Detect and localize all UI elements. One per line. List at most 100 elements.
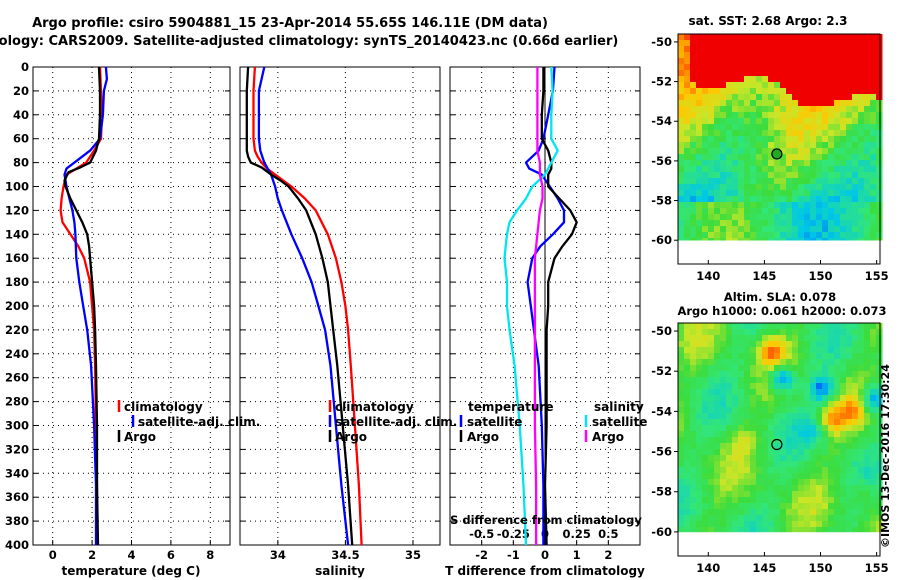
map-cell (858, 94, 865, 101)
map-cell (792, 383, 799, 390)
map-cell (738, 154, 745, 161)
map-cell (750, 365, 757, 372)
map-cell (864, 353, 871, 360)
map-cell (792, 136, 799, 143)
legend-title-temperature: temperature (468, 400, 553, 414)
map-cell (720, 527, 727, 533)
map-cell (834, 485, 841, 492)
map-cell (768, 106, 775, 113)
map-cell (810, 527, 817, 533)
map-cell (792, 118, 799, 125)
map-cell (750, 46, 757, 53)
map-cell (864, 491, 871, 498)
map-cell (804, 106, 811, 113)
map-cell (822, 509, 829, 516)
map-cell (798, 214, 805, 221)
map-lat-label: -56 (651, 445, 672, 459)
map-cell (684, 196, 691, 203)
map-cell (780, 521, 787, 528)
map-cell (786, 377, 793, 384)
map-cell (774, 503, 781, 510)
map-cell (678, 419, 685, 426)
map-cell (774, 196, 781, 203)
map-cell (792, 437, 799, 444)
map-cell (708, 389, 715, 396)
map-cell (834, 52, 841, 59)
map-cell (840, 503, 847, 510)
map-cell (744, 124, 751, 131)
map-cell (858, 136, 865, 143)
map-cell (870, 515, 877, 522)
map-cell (762, 202, 769, 209)
map-cell (798, 437, 805, 444)
map-cell (846, 184, 853, 191)
map-cell (684, 383, 691, 390)
map-cell (858, 214, 865, 221)
map-cell (720, 220, 727, 227)
map-cell (852, 329, 859, 336)
map-cell (738, 383, 745, 390)
map-cell (804, 82, 811, 89)
map-cell (822, 70, 829, 77)
map-cell (762, 461, 769, 468)
map-cell (750, 136, 757, 143)
map-cell (840, 383, 847, 390)
map-cell (708, 461, 715, 468)
map-cell (876, 455, 883, 462)
map-cell (702, 437, 709, 444)
map-cell (858, 443, 865, 450)
map-lon-label: 150 (809, 269, 833, 283)
map-cell (756, 479, 763, 486)
map-cell (726, 491, 733, 498)
map-cell (792, 64, 799, 71)
map-cell (738, 64, 745, 71)
map-cell (702, 130, 709, 137)
title-line-1: Argo profile: csiro 5904881_15 23-Apr-20… (32, 16, 548, 31)
map-cell (678, 70, 685, 77)
map-cell (702, 485, 709, 492)
map-cell (828, 70, 835, 77)
map-cell (858, 106, 865, 113)
map-cell (774, 365, 781, 372)
map-cell (744, 40, 751, 47)
map-cell (696, 52, 703, 59)
map-cell (786, 220, 793, 227)
map-cell (696, 238, 703, 241)
map-cell (780, 166, 787, 173)
map-cell (750, 425, 757, 432)
map-cell (774, 172, 781, 179)
map-cell (810, 76, 817, 83)
map-cell (714, 389, 721, 396)
map-cell (864, 443, 871, 450)
map-cell (822, 413, 829, 420)
map-cell (864, 160, 871, 167)
map-cell (792, 407, 799, 414)
map-cell (744, 329, 751, 336)
map-cell (870, 443, 877, 450)
map-cell (816, 52, 823, 59)
map-cell (828, 431, 835, 438)
map-cell (714, 377, 721, 384)
map-cell (726, 503, 733, 510)
map-cell (678, 238, 685, 241)
map-cell (816, 413, 823, 420)
map-cell (786, 389, 793, 396)
map-cell (756, 34, 763, 41)
map-cell (828, 82, 835, 89)
map-cell (702, 509, 709, 516)
map-cell (852, 521, 859, 528)
map-cell (840, 82, 847, 89)
map-cell (876, 106, 883, 113)
map-cell (786, 130, 793, 137)
map-cell (720, 34, 727, 41)
map-cell (756, 94, 763, 101)
map-cell (696, 178, 703, 185)
map-cell (852, 449, 859, 456)
map-cell (678, 154, 685, 161)
map-cell (744, 82, 751, 89)
map-cell (756, 401, 763, 408)
map-cell (798, 100, 805, 107)
map-cell (732, 118, 739, 125)
map-cell (864, 64, 871, 71)
map-cell (840, 214, 847, 221)
